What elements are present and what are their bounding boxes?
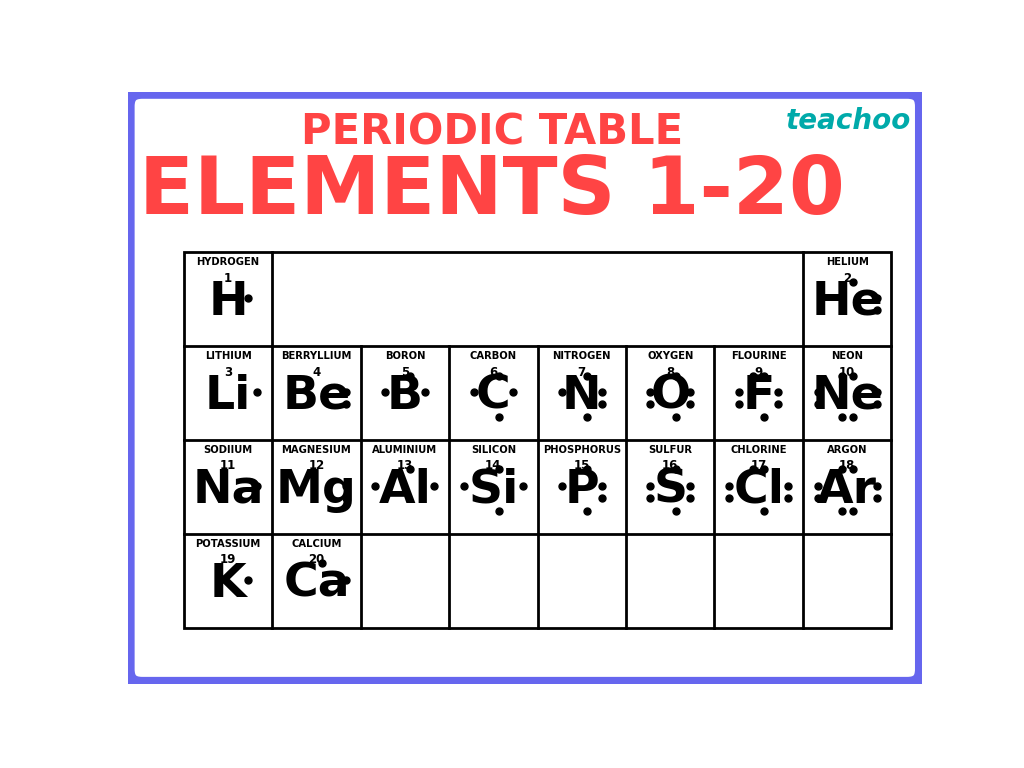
Text: Al: Al bbox=[379, 468, 431, 513]
Text: FLOURINE: FLOURINE bbox=[731, 351, 786, 361]
Text: CALCIUM: CALCIUM bbox=[291, 539, 342, 549]
Text: SODIIUM: SODIIUM bbox=[204, 445, 253, 455]
Text: PHOSPHORUS: PHOSPHORUS bbox=[543, 445, 621, 455]
Text: 11: 11 bbox=[220, 459, 237, 472]
Text: 20: 20 bbox=[308, 554, 325, 566]
Text: N: N bbox=[562, 374, 602, 419]
Text: ARGON: ARGON bbox=[827, 445, 867, 455]
Text: 17: 17 bbox=[751, 459, 767, 472]
Text: ELEMENTS 1-20: ELEMENTS 1-20 bbox=[139, 154, 845, 231]
Text: MAGNESIUM: MAGNESIUM bbox=[282, 445, 351, 455]
Text: 7: 7 bbox=[578, 366, 586, 379]
Text: 13: 13 bbox=[396, 459, 413, 472]
Text: CARBON: CARBON bbox=[470, 351, 517, 361]
Bar bbox=[183, 253, 891, 628]
Text: Li: Li bbox=[205, 374, 251, 419]
Text: 10: 10 bbox=[839, 366, 855, 379]
Text: Si: Si bbox=[468, 468, 518, 513]
Text: LITHIUM: LITHIUM bbox=[205, 351, 252, 361]
Text: HELIUM: HELIUM bbox=[825, 257, 868, 267]
Text: 14: 14 bbox=[485, 459, 502, 472]
Text: S: S bbox=[653, 468, 687, 513]
Text: O: O bbox=[650, 374, 690, 419]
Text: BORON: BORON bbox=[385, 351, 425, 361]
Text: HYDROGEN: HYDROGEN bbox=[197, 257, 260, 267]
Text: SULFUR: SULFUR bbox=[648, 445, 692, 455]
Text: 3: 3 bbox=[224, 366, 232, 379]
Text: OXYGEN: OXYGEN bbox=[647, 351, 693, 361]
Text: Ca: Ca bbox=[284, 561, 350, 607]
Text: CHLORINE: CHLORINE bbox=[730, 445, 787, 455]
Text: BERRYLLIUM: BERRYLLIUM bbox=[282, 351, 351, 361]
Text: He: He bbox=[811, 280, 883, 325]
Text: 16: 16 bbox=[663, 459, 679, 472]
Text: F: F bbox=[742, 374, 775, 419]
Text: 18: 18 bbox=[839, 459, 855, 472]
Text: Ne: Ne bbox=[811, 374, 883, 419]
Text: POTASSIUM: POTASSIUM bbox=[196, 539, 261, 549]
Text: ALUMINIUM: ALUMINIUM bbox=[373, 445, 437, 455]
Text: NEON: NEON bbox=[831, 351, 863, 361]
Text: Ar: Ar bbox=[817, 468, 878, 513]
Text: SILICON: SILICON bbox=[471, 445, 516, 455]
Text: B: B bbox=[387, 374, 423, 419]
Text: 19: 19 bbox=[220, 554, 237, 566]
Text: 5: 5 bbox=[400, 366, 409, 379]
Text: NITROGEN: NITROGEN bbox=[553, 351, 611, 361]
Text: Mg: Mg bbox=[276, 468, 357, 513]
Text: 4: 4 bbox=[312, 366, 321, 379]
Text: 2: 2 bbox=[843, 272, 851, 285]
Text: 12: 12 bbox=[308, 459, 325, 472]
Text: Cl: Cl bbox=[733, 468, 784, 513]
FancyBboxPatch shape bbox=[125, 89, 925, 687]
Text: teachoo: teachoo bbox=[786, 108, 911, 135]
Text: P: P bbox=[564, 468, 599, 513]
Text: 15: 15 bbox=[573, 459, 590, 472]
Text: C: C bbox=[476, 374, 511, 419]
Text: 8: 8 bbox=[667, 366, 675, 379]
Text: PERIODIC TABLE: PERIODIC TABLE bbox=[301, 112, 683, 154]
Text: H: H bbox=[208, 280, 248, 325]
Text: 9: 9 bbox=[755, 366, 763, 379]
Text: 6: 6 bbox=[489, 366, 498, 379]
Text: Na: Na bbox=[193, 468, 264, 513]
Text: Be: Be bbox=[283, 374, 350, 419]
Text: 1: 1 bbox=[224, 272, 232, 285]
Text: K: K bbox=[210, 561, 247, 607]
